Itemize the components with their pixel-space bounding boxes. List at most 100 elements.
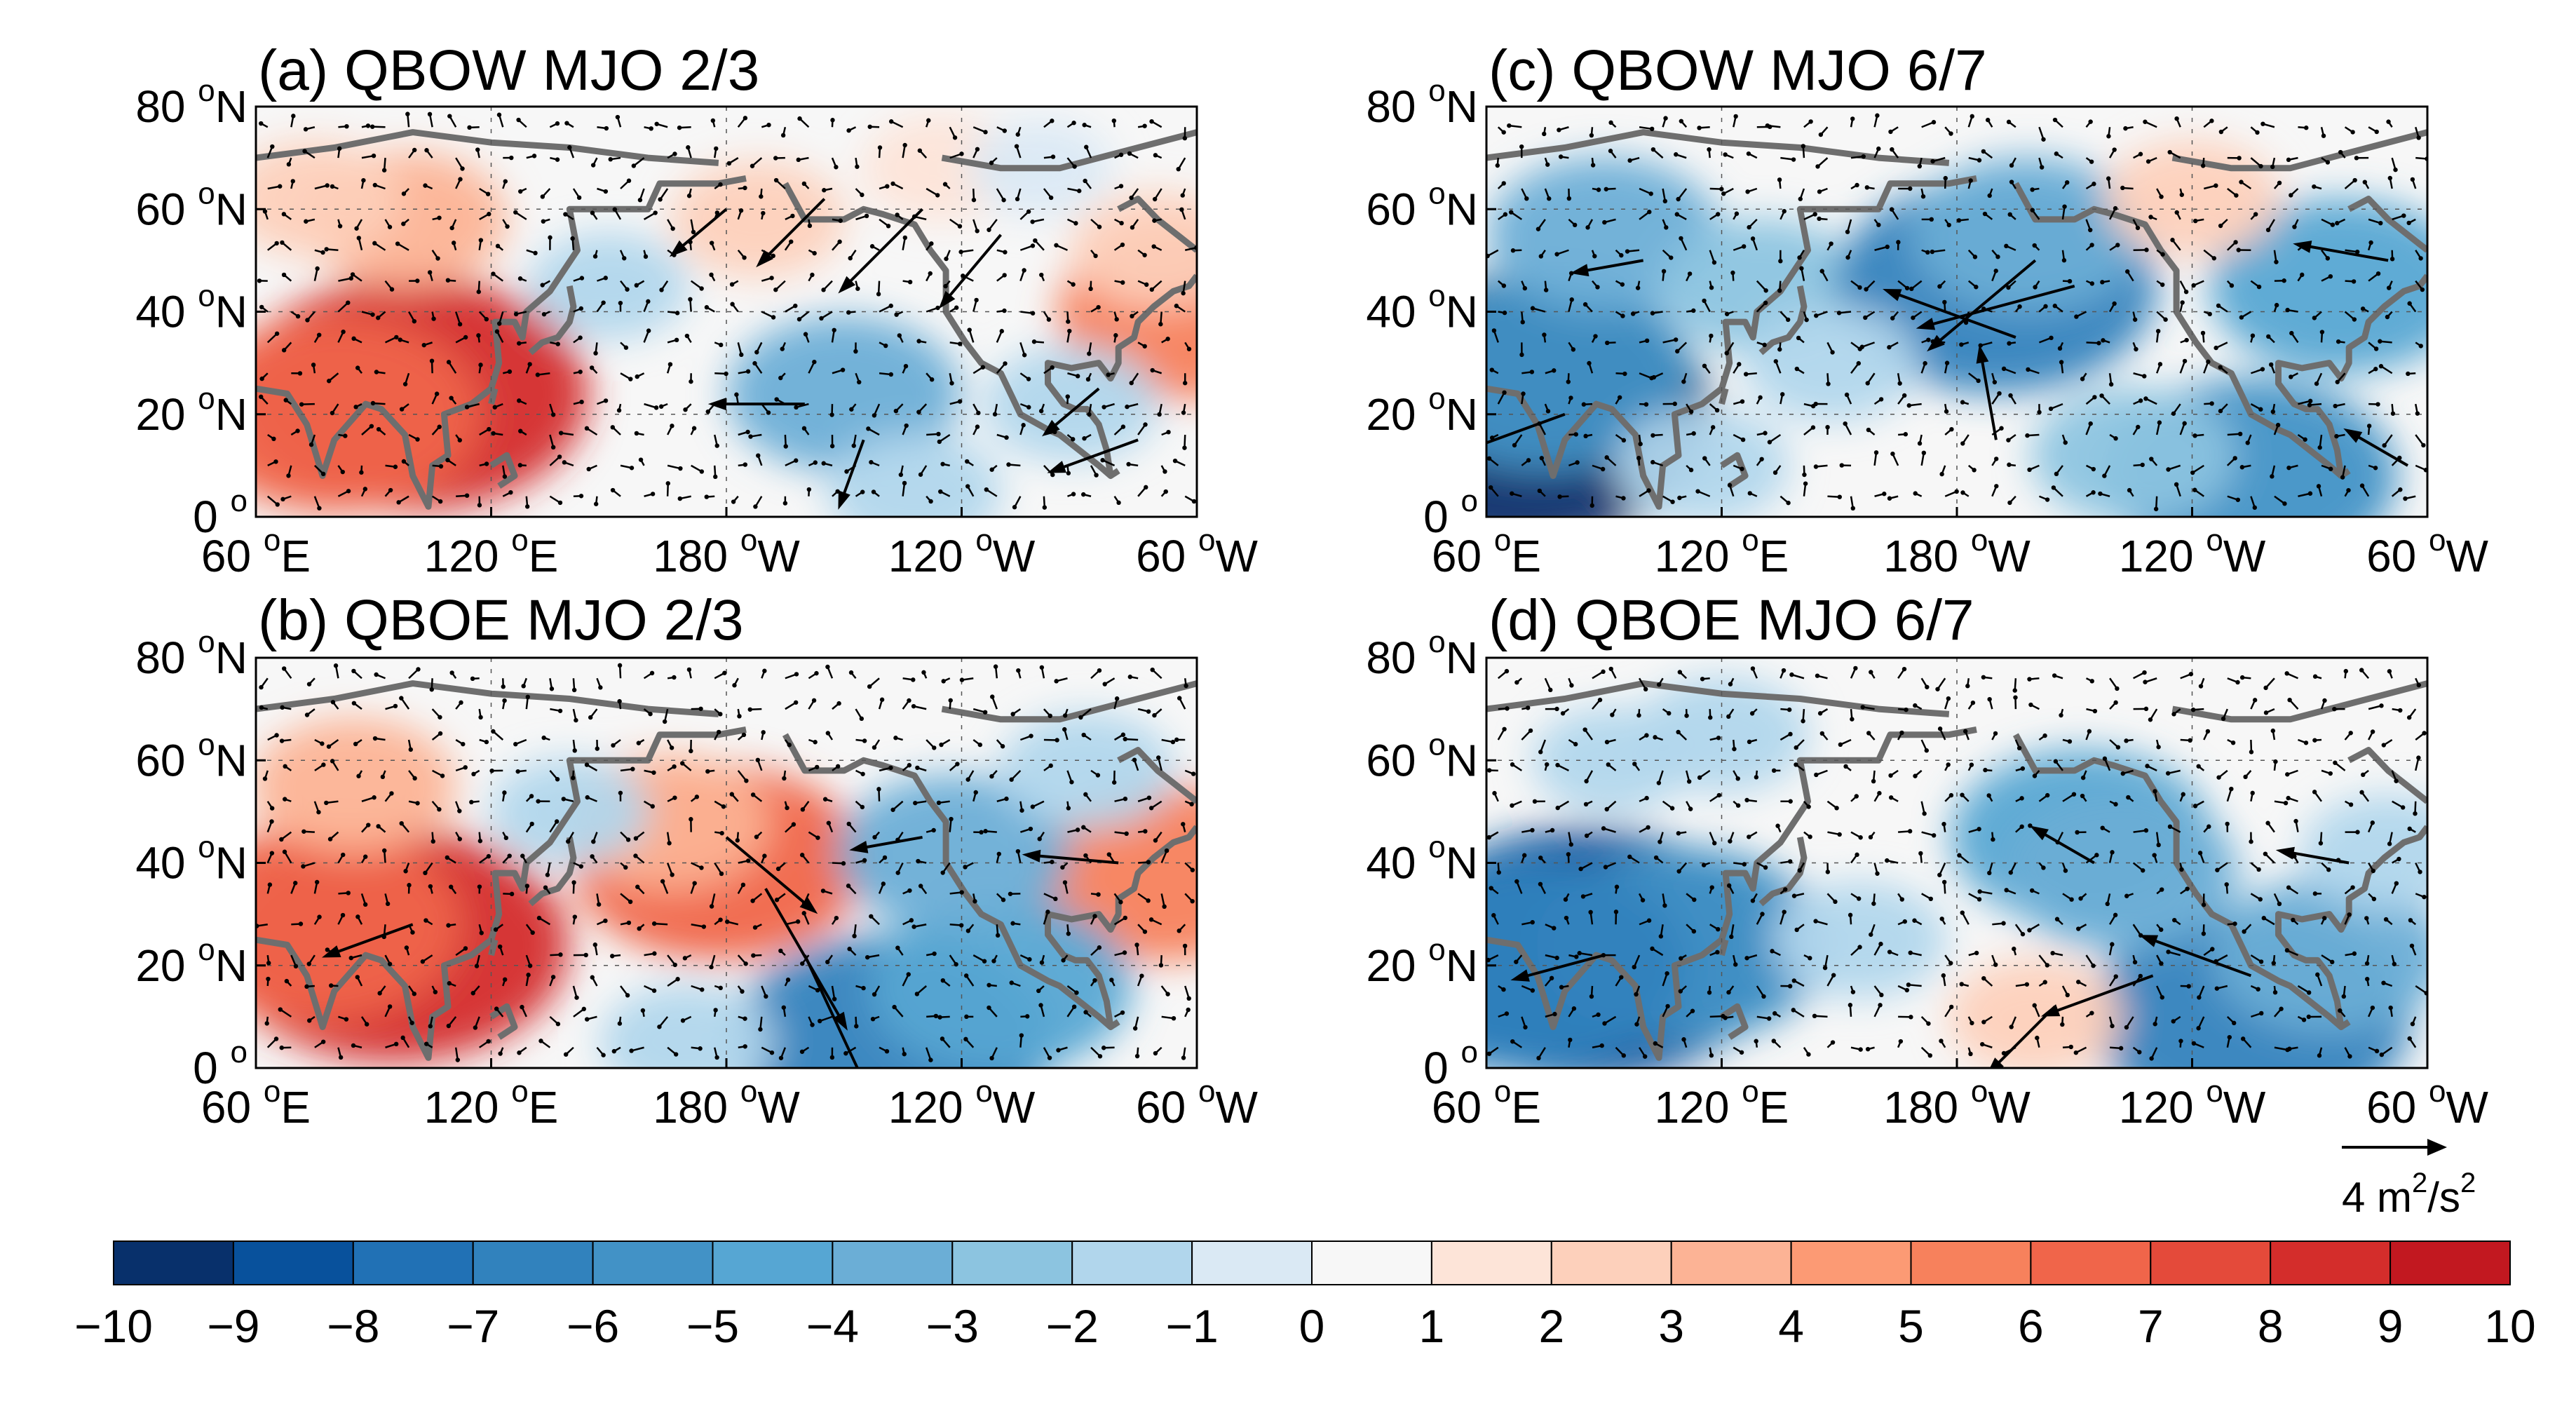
vector-arrowhead-small xyxy=(518,428,523,433)
vector-arrowhead-small xyxy=(1726,714,1731,719)
vector-arrowhead-small xyxy=(1965,684,1970,689)
vector-arrowhead-small xyxy=(412,776,417,781)
vector-arrowhead-small xyxy=(1078,715,1083,720)
vector-arrowhead-small xyxy=(1878,941,1883,947)
vector-arrowhead-small xyxy=(1724,351,1729,356)
x-tick-label: 180 oW xyxy=(653,1074,800,1133)
vector-arrowhead-small xyxy=(769,276,774,280)
vector-arrowhead-small xyxy=(2132,317,2138,322)
vector-arrowhead-small xyxy=(686,667,692,672)
vector-arrowhead-small xyxy=(2245,440,2250,445)
vector-arrowhead-small xyxy=(781,1005,786,1010)
vector-arrowhead-small xyxy=(1144,485,1148,490)
vector-arrowhead-small xyxy=(2032,773,2038,778)
vector-arrowhead-small xyxy=(324,800,329,806)
vector-arrowhead-small xyxy=(1031,339,1037,344)
vector-arrowhead-small xyxy=(1042,505,1048,510)
vector-arrowhead-small xyxy=(2334,433,2339,439)
vector-arrowhead-small xyxy=(1071,492,1076,496)
colorbar-segment xyxy=(1910,1241,2032,1285)
vector-arrowhead-small xyxy=(329,983,334,988)
vector-arrowhead-small xyxy=(774,898,780,903)
vector-arrowhead-small xyxy=(609,954,615,959)
vector-arrowhead-small xyxy=(2181,792,2185,797)
vector-arrowhead-small xyxy=(429,687,434,692)
vector-arrowhead-small xyxy=(2039,165,2045,170)
colorbar-tick-label: 10 xyxy=(2484,1300,2535,1352)
vector-arrowhead-small xyxy=(2009,1025,2014,1029)
vector-arrowhead-small xyxy=(1987,870,1992,876)
vector-arrowhead-small xyxy=(1634,1022,1639,1027)
vector-arrowhead-small xyxy=(796,157,801,163)
y-tick-label: 40 oN xyxy=(1366,279,1478,337)
colorbar-segment xyxy=(472,1241,594,1285)
vector-arrowhead-small xyxy=(477,503,482,508)
vector-arrowhead-small xyxy=(1814,313,1819,318)
vector-arrowhead-b-0 xyxy=(833,1011,848,1031)
vector-arrowhead-small xyxy=(2418,344,2423,349)
vector-arrowhead-small xyxy=(2364,916,2369,921)
vector-arrowhead-small xyxy=(424,1041,429,1046)
vector-arrowhead-small xyxy=(1071,437,1076,442)
vector-arrowhead-small xyxy=(829,412,834,417)
vector-arrowhead-small xyxy=(1081,732,1086,738)
coastline xyxy=(1720,452,1749,489)
vector-arrowhead-small xyxy=(431,839,435,844)
vector-arrowhead-small xyxy=(1650,147,1656,152)
vector-arrowhead-small xyxy=(399,696,404,701)
vector-arrowhead-small xyxy=(2263,685,2268,691)
vector-arrowhead-small xyxy=(1039,665,1045,670)
vector-arrowhead-small xyxy=(372,795,377,800)
vector-arrowhead-small xyxy=(2352,317,2357,322)
vector-arrowhead-small xyxy=(257,278,262,283)
vector-arrowhead-small xyxy=(324,247,329,252)
vector-arrowhead-small xyxy=(2042,980,2047,985)
panel-b-x-ticks: 60 oE 120 oE 180 oW 120 oW 60 oW xyxy=(201,1058,1259,1133)
vector-arrowhead-small xyxy=(1728,839,1733,844)
vector-arrowhead-small xyxy=(611,1048,617,1054)
vector-arrowhead-small xyxy=(2027,928,2032,933)
y-tick-label: 0 o xyxy=(1423,1035,1478,1093)
vector-arrowhead-small xyxy=(1602,1021,1607,1026)
vector-arrowhead-small xyxy=(1970,1020,1974,1026)
vector-arrowhead-small xyxy=(2365,976,2370,982)
vector-arrowhead-small xyxy=(2171,411,2176,416)
vector-arrowhead-small xyxy=(1709,285,1714,290)
contour-blob-b-7 xyxy=(869,898,1132,1068)
vector-arrowhead-small xyxy=(1897,381,1902,386)
vector-arrowhead-small xyxy=(555,342,560,346)
vector-arrowhead-small xyxy=(672,151,677,156)
vector-arrowhead-small xyxy=(1813,919,1818,924)
vector-arrowhead-small xyxy=(1621,1053,1626,1058)
vector-arrowhead-small xyxy=(2037,410,2042,415)
vector-arrowhead-small xyxy=(698,1046,703,1051)
vector-arrowhead-small xyxy=(1723,152,1728,157)
vector-arrowhead-small xyxy=(2180,300,2185,305)
vector-arrowhead-small xyxy=(1165,992,1170,996)
vector-arrowhead-small xyxy=(1613,910,1619,914)
vector-arrowhead-small xyxy=(2076,926,2081,931)
vector-arrowhead-small xyxy=(420,959,426,964)
vector-arrowhead-small xyxy=(1679,119,1684,123)
vector-arrowhead-small xyxy=(364,1022,370,1027)
vector-arrowhead-small xyxy=(370,400,376,406)
vector-arrowhead-small xyxy=(283,797,287,802)
vector-arrowhead-small xyxy=(2378,220,2383,226)
vector-arrowhead-small xyxy=(374,672,379,677)
vector-arrowhead-small xyxy=(2218,408,2223,414)
vector-arrowhead-small xyxy=(563,212,568,217)
vector-arrowhead-small xyxy=(517,341,522,346)
vector-arrowhead-small xyxy=(1716,926,1721,932)
vector-arrowhead-small xyxy=(2041,137,2046,142)
vector-arrowhead-small xyxy=(2012,946,2016,952)
vector-arrowhead-small xyxy=(2381,980,2386,985)
vector-arrowhead-small xyxy=(1830,1040,1836,1045)
vector-arrowhead-small xyxy=(2140,462,2145,468)
vector-arrowhead-small xyxy=(750,163,755,168)
colorbar: −10 −9 −8 −7 −6 −5 −4 −3 −2 −1 0 1 2 3 4 5 6 7 8 9 10 xyxy=(74,1241,2536,1352)
vector-arrowhead-small xyxy=(1015,196,1020,202)
vector-arrow-c-4 xyxy=(1486,412,1566,445)
vector-arrowhead-small xyxy=(611,743,616,748)
vector-arrowhead-small xyxy=(1009,980,1014,985)
vector-arrowhead-small xyxy=(1856,360,1862,366)
